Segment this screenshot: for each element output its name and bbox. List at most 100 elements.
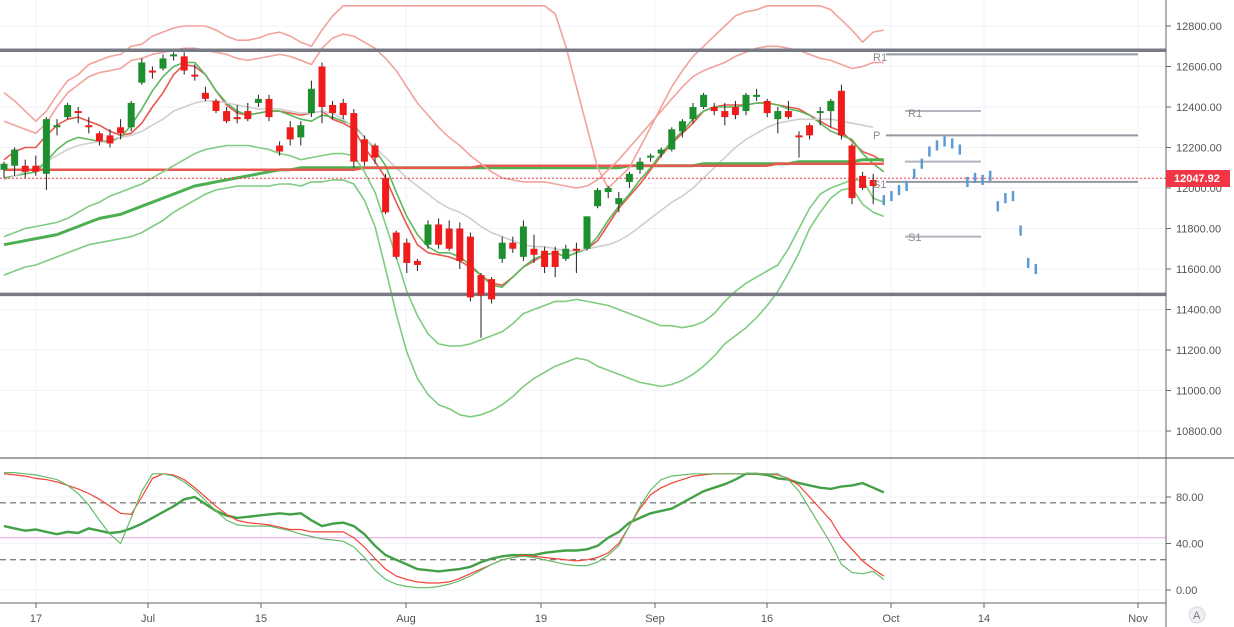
y-tick-label: 11600.00 [1176, 264, 1221, 276]
candle-body[interactable] [106, 135, 114, 144]
candle-body[interactable] [392, 232, 400, 257]
candle-body[interactable] [413, 260, 421, 265]
candle-body[interactable] [95, 133, 103, 142]
candle-body[interactable] [201, 92, 209, 99]
candle-body[interactable] [816, 111, 824, 114]
candle-body[interactable] [424, 224, 432, 245]
candle-body[interactable] [180, 56, 188, 71]
candle-body[interactable] [117, 127, 125, 134]
candle-body[interactable] [625, 173, 633, 182]
x-tick-label: Jul [141, 613, 155, 625]
y-tick-label: 12800.00 [1176, 21, 1222, 33]
candle-body[interactable] [212, 100, 220, 112]
candle-body[interactable] [223, 111, 231, 122]
osc-y-tick-label: 0.00 [1176, 585, 1197, 597]
candle-body[interactable] [763, 100, 771, 114]
candle-body[interactable] [11, 149, 19, 166]
candle-body[interactable] [382, 177, 390, 213]
candle-body[interactable] [551, 250, 559, 267]
candle-body[interactable] [339, 102, 347, 116]
candle-body[interactable] [498, 242, 506, 259]
candle-body[interactable] [0, 163, 8, 170]
osc-series-line[interactable] [4, 472, 885, 589]
candle-body[interactable] [572, 248, 580, 251]
candle-body[interactable] [700, 94, 708, 107]
candle-body[interactable] [477, 275, 485, 296]
candle-body[interactable] [848, 145, 856, 199]
oscillator-plot[interactable] [0, 472, 1166, 589]
candle-body[interactable] [371, 145, 379, 158]
candle-body[interactable] [869, 179, 877, 186]
candle-body[interactable] [827, 100, 835, 112]
candle-body[interactable] [403, 242, 411, 263]
candle-body[interactable] [594, 190, 602, 207]
candle-body[interactable] [148, 70, 156, 73]
candle-body[interactable] [456, 228, 464, 261]
candle-body[interactable] [509, 242, 517, 249]
candle-body[interactable] [519, 226, 527, 257]
candle-body[interactable] [721, 111, 729, 118]
candle-body[interactable] [742, 94, 750, 112]
candle-body[interactable] [32, 165, 40, 172]
candle-body[interactable] [583, 216, 591, 249]
candle-body[interactable] [360, 139, 368, 162]
candle-body[interactable] [74, 111, 82, 114]
candle-body[interactable] [244, 111, 252, 120]
candle-body[interactable] [329, 104, 337, 114]
candle-body[interactable] [276, 145, 284, 152]
candle-body[interactable] [710, 107, 718, 112]
osc-y-tick-label: 40.00 [1176, 539, 1204, 551]
candle-body[interactable] [138, 62, 146, 83]
candle-body[interactable] [233, 117, 241, 120]
candle-body[interactable] [795, 135, 803, 138]
candle-body[interactable] [21, 165, 29, 172]
candle-body[interactable] [254, 98, 262, 103]
price-plot[interactable] [0, 5, 1166, 418]
x-tick-label: 19 [535, 613, 547, 625]
candle-body[interactable] [668, 129, 676, 150]
candle-body[interactable] [859, 175, 867, 188]
osc-series-line[interactable] [3, 473, 885, 584]
candle-body[interactable] [753, 94, 761, 97]
candle-body[interactable] [42, 119, 50, 174]
candle-body[interactable] [562, 248, 570, 259]
candle-body[interactable] [657, 149, 665, 154]
candle-body[interactable] [541, 250, 549, 267]
candle-body[interactable] [731, 107, 739, 116]
candle-body[interactable] [604, 188, 612, 193]
indicator-line [3, 63, 885, 287]
candle-body[interactable] [445, 228, 453, 249]
candle-body[interactable] [488, 279, 496, 300]
osc-series-line[interactable] [3, 472, 885, 573]
candle-body[interactable] [265, 98, 273, 118]
candle-body[interactable] [318, 66, 326, 108]
candle-body[interactable] [350, 113, 358, 162]
osc-y-tick-label: 80.00 [1176, 492, 1204, 504]
candle-body[interactable] [806, 125, 814, 136]
candle-body[interactable] [615, 198, 623, 205]
candle-body[interactable] [530, 248, 538, 255]
candle-body[interactable] [286, 127, 294, 140]
candle-body[interactable] [170, 54, 178, 57]
candle-body[interactable] [466, 236, 474, 298]
candle-body[interactable] [784, 111, 792, 118]
candle-body[interactable] [159, 58, 167, 69]
candle-body[interactable] [837, 90, 845, 136]
candle-body[interactable] [64, 104, 72, 118]
candle-body[interactable] [774, 111, 782, 120]
candle-body[interactable] [53, 125, 61, 128]
candle-body[interactable] [85, 125, 93, 128]
grid [0, 0, 1165, 603]
candle-body[interactable] [297, 125, 305, 138]
candle-body[interactable] [435, 224, 443, 245]
candle-body[interactable] [689, 107, 697, 120]
y-tick-label: 12200.00 [1176, 143, 1222, 155]
candle-body[interactable] [678, 121, 686, 132]
candle-body[interactable] [127, 102, 135, 128]
candle-body[interactable] [307, 88, 315, 114]
candle-body[interactable] [191, 74, 199, 77]
indicator-line [3, 5, 884, 189]
candle-body[interactable] [636, 161, 644, 170]
candle-body[interactable] [647, 155, 655, 158]
auto-scale-button[interactable] [1188, 606, 1206, 624]
